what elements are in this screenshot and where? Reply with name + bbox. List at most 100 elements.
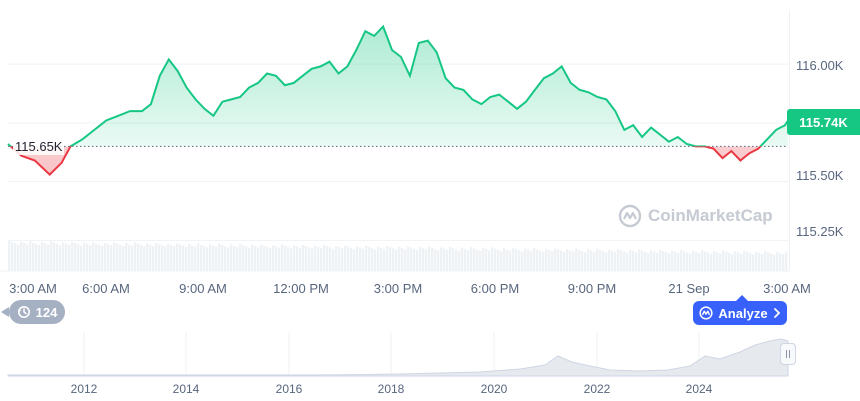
navigator[interactable] bbox=[7, 332, 789, 377]
volume-bar bbox=[353, 249, 356, 271]
volume-bar bbox=[620, 250, 623, 271]
volume-bar bbox=[77, 244, 80, 271]
volume-bar bbox=[779, 253, 782, 271]
volume-bar bbox=[548, 250, 551, 271]
chevron-right-icon bbox=[773, 308, 780, 318]
volume-bar bbox=[173, 246, 176, 271]
volume-bar bbox=[521, 251, 524, 271]
volume-bar bbox=[692, 250, 695, 271]
volume-bar bbox=[203, 246, 206, 271]
navigator-drag-handle[interactable] bbox=[780, 343, 796, 365]
volume-bar bbox=[440, 247, 443, 271]
volume-bar bbox=[206, 247, 209, 271]
navigator-year-label: 2014 bbox=[172, 382, 200, 396]
volume-bar bbox=[101, 245, 104, 271]
volume-bar bbox=[701, 250, 704, 271]
volume-bar bbox=[134, 242, 137, 271]
analyze-button[interactable]: Analyze bbox=[693, 295, 787, 325]
volume-bar bbox=[617, 249, 620, 271]
history-icon bbox=[17, 306, 30, 318]
volume-bar bbox=[428, 246, 431, 271]
volume-bar bbox=[731, 254, 734, 271]
volume-bar bbox=[104, 242, 107, 271]
volume-bar bbox=[626, 252, 629, 271]
volume-bar bbox=[407, 246, 410, 271]
volume-bar bbox=[746, 252, 749, 271]
volume-bar bbox=[320, 248, 323, 271]
volume-bar bbox=[560, 250, 563, 271]
volume-bar bbox=[164, 246, 167, 271]
volume-bar bbox=[575, 248, 578, 271]
volume-bar bbox=[20, 241, 23, 271]
volume-bar bbox=[200, 244, 203, 271]
volume-bar bbox=[65, 243, 68, 271]
volume-bar bbox=[299, 247, 302, 271]
volume-bar bbox=[662, 250, 665, 271]
volume-bar bbox=[608, 249, 611, 271]
volume-bar bbox=[599, 250, 602, 271]
volume-bar bbox=[185, 246, 188, 271]
volume-bar bbox=[509, 250, 512, 271]
volume-bar bbox=[437, 250, 440, 271]
volume-bar bbox=[674, 251, 677, 271]
volume-bar bbox=[611, 250, 614, 271]
volume-bar bbox=[761, 254, 764, 271]
volume-bar bbox=[191, 245, 194, 271]
volume-bar bbox=[671, 250, 674, 271]
volume-bar bbox=[494, 248, 497, 271]
volume-bar bbox=[290, 248, 293, 271]
volume-bar bbox=[485, 249, 488, 271]
volume-bar bbox=[122, 246, 125, 271]
volume-bars bbox=[8, 241, 788, 271]
volume-bar bbox=[749, 253, 752, 271]
navigator-area bbox=[7, 338, 789, 377]
volume-bar bbox=[728, 253, 731, 271]
volume-bar bbox=[368, 247, 371, 271]
volume-bar bbox=[464, 248, 467, 271]
volume-bar bbox=[263, 245, 266, 271]
volume-bar bbox=[152, 245, 155, 271]
volume-bar bbox=[695, 251, 698, 271]
volume-bar bbox=[230, 244, 233, 271]
volume-bar bbox=[26, 244, 29, 271]
volume-bar bbox=[668, 253, 671, 271]
x-tick-label: 6:00 AM bbox=[82, 281, 130, 296]
volume-bar bbox=[359, 247, 362, 271]
volume-bar bbox=[539, 250, 542, 271]
volume-bar bbox=[752, 254, 755, 271]
y-tick-label: 115.25K bbox=[796, 224, 844, 239]
volume-bar bbox=[629, 249, 632, 271]
volume-bar bbox=[341, 248, 344, 271]
volume-bar bbox=[506, 249, 509, 271]
volume-bar bbox=[413, 248, 416, 271]
volume-bar bbox=[41, 242, 44, 271]
y-tick-label: 116.00K bbox=[796, 58, 844, 73]
volume-bar bbox=[296, 246, 299, 271]
volume-bar bbox=[35, 243, 38, 271]
volume-bar bbox=[680, 249, 683, 271]
volume-bar bbox=[365, 245, 368, 271]
volume-bar bbox=[56, 244, 59, 271]
analyze-logo-icon bbox=[699, 306, 714, 320]
volume-bar bbox=[158, 244, 161, 271]
volume-bar bbox=[482, 247, 485, 271]
volume-bar bbox=[758, 252, 761, 271]
volume-bar bbox=[155, 242, 158, 271]
history-count-pill[interactable]: 124 bbox=[1, 300, 65, 324]
volume-bar bbox=[743, 250, 746, 271]
volume-bar bbox=[401, 248, 404, 271]
volume-bar bbox=[209, 244, 212, 271]
volume-bar bbox=[68, 244, 71, 271]
x-tick-label: 9:00 PM bbox=[567, 281, 617, 296]
volume-bar bbox=[566, 249, 569, 271]
y-tick-label: 115.50K bbox=[796, 168, 844, 183]
open-price-label: 115.65K bbox=[13, 138, 65, 155]
volume-bar bbox=[755, 251, 758, 271]
volume-bar bbox=[305, 246, 308, 271]
volume-bar bbox=[107, 244, 110, 271]
volume-bar bbox=[149, 244, 152, 271]
volume-bar bbox=[188, 244, 191, 271]
volume-bar bbox=[734, 251, 737, 271]
volume-bar bbox=[461, 247, 464, 271]
